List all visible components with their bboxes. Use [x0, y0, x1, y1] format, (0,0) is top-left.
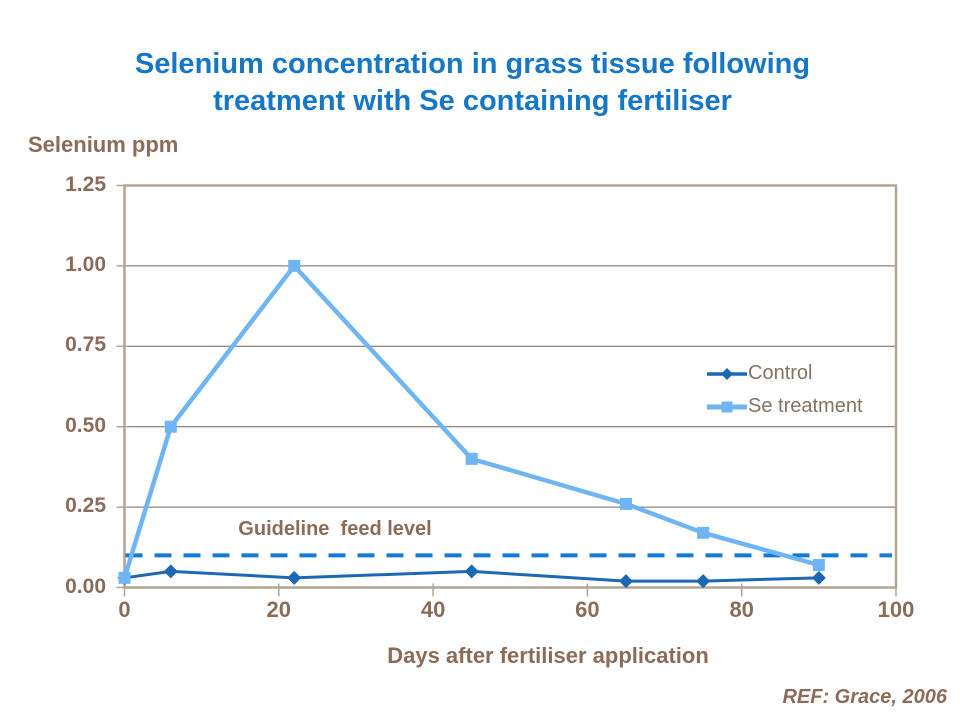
data-point-control [618, 574, 633, 589]
data-point-se-treatment [164, 420, 177, 433]
y-tick-label: 1.25 [65, 172, 106, 196]
data-point-control [696, 574, 711, 589]
data-point-control [287, 570, 302, 585]
data-point-se-treatment [118, 571, 131, 584]
y-tick-label: 0.00 [65, 574, 106, 598]
data-point-control [464, 564, 479, 579]
legend-item-se-treatment: Se treatment [707, 395, 863, 418]
data-point-se-treatment [465, 452, 478, 465]
y-axis-title: Selenium ppm [28, 132, 179, 157]
data-point-se-treatment [812, 558, 825, 571]
legend-item-control: Control [707, 362, 863, 385]
legend-sample-marker [721, 401, 733, 412]
plot-frame [123, 184, 898, 589]
control-line-marker-sample [707, 366, 747, 382]
x-tick-label: 80 [729, 597, 754, 622]
x-tick-label: 40 [420, 597, 446, 622]
x-tick-label: 60 [575, 597, 600, 622]
data-point-control [163, 564, 178, 579]
y-tick-label: 0.50 [65, 413, 106, 437]
legend-label-control: Control [748, 362, 813, 384]
x-tick-label: 100 [877, 597, 915, 622]
legend: Control Se treatment [707, 362, 863, 418]
se-treatment-line-marker-sample [707, 399, 747, 415]
data-point-control [811, 570, 826, 585]
legend-label-se-treatment: Se treatment [748, 395, 863, 417]
legend-sample-marker [721, 367, 733, 380]
square-marker-icon [707, 401, 747, 412]
y-tick-label: 0.75 [65, 333, 106, 357]
chart-title-line2: treatment with Se containing fertiliser [213, 85, 732, 117]
reference-text: REF: Grace, 2006 [782, 686, 947, 708]
chart-title-line1: Selenium concentration in grass tissue f… [134, 48, 811, 80]
x-tick-label: 0 [118, 597, 131, 622]
data-point-se-treatment [697, 526, 710, 539]
y-tick-label: 1.00 [65, 252, 106, 276]
y-tick-label: 0.25 [65, 494, 106, 518]
diamond-marker-icon [707, 367, 747, 380]
data-point-se-treatment [619, 497, 632, 510]
data-point-se-treatment [288, 259, 301, 272]
x-axis-title: Days after fertiliser application [387, 643, 709, 668]
guideline-label: Guideline feed level [238, 518, 432, 540]
chart-title: Selenium concentration in grass tissue f… [0, 46, 945, 120]
x-tick-label: 20 [266, 597, 292, 622]
